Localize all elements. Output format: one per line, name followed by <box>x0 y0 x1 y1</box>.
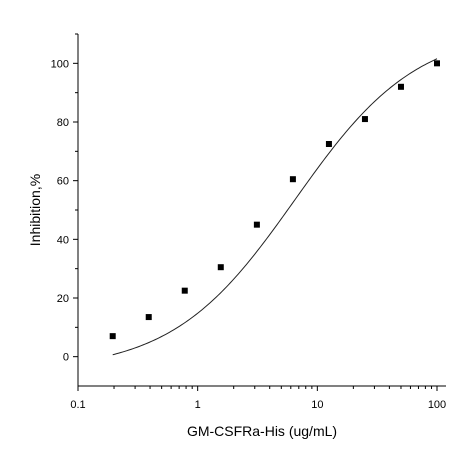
y-tick-label: 0 <box>63 352 69 364</box>
data-point <box>181 287 188 294</box>
data-point <box>325 141 332 147</box>
y-tick-label: 100 <box>51 58 69 70</box>
fit-curve-group <box>112 58 438 356</box>
data-point <box>109 333 116 340</box>
data-point <box>253 221 260 228</box>
x-tick-label: 100 <box>428 399 446 411</box>
x-tick-label: 10 <box>311 399 323 411</box>
y-tick-label: 80 <box>57 117 69 129</box>
data-point <box>361 116 368 123</box>
y-tick-label: 40 <box>57 234 69 246</box>
y-tick-label: 60 <box>57 176 69 188</box>
x-axis-title: GM-CSFRa-His (ug/mL) <box>187 423 337 439</box>
x-tick-label: 1 <box>195 399 201 411</box>
data-point <box>397 83 404 90</box>
data-point <box>145 314 152 321</box>
fit-curve <box>112 58 438 356</box>
y-axis-title: Inhibition,% <box>27 174 43 246</box>
y-tick-label: 20 <box>57 293 69 305</box>
x-tick-label: 0.1 <box>70 399 85 411</box>
data-points <box>109 60 440 340</box>
data-point <box>434 60 440 67</box>
ticks: 0 20 40 60 80 100 0.1 1 10 100 <box>51 33 446 411</box>
data-point <box>217 264 224 271</box>
data-point <box>289 176 296 183</box>
